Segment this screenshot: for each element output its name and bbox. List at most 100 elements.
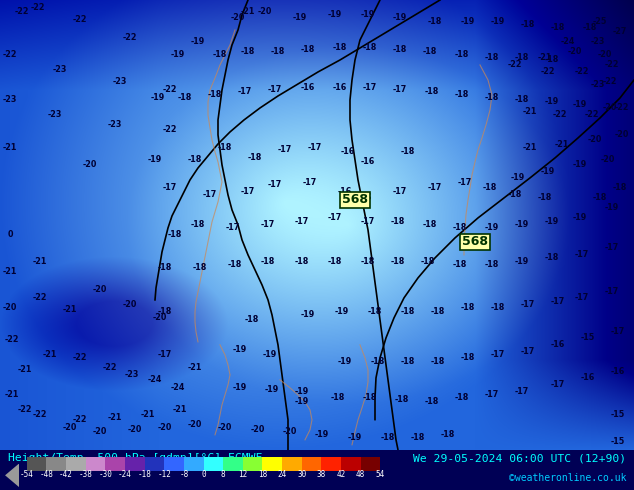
Text: -18: -18 (508, 191, 522, 199)
Text: -17: -17 (393, 85, 407, 95)
Text: ©weatheronline.co.uk: ©weatheronline.co.uk (509, 473, 626, 483)
Text: -18: -18 (271, 48, 285, 56)
Text: -54: -54 (20, 470, 34, 479)
Text: -19: -19 (301, 310, 315, 319)
Text: -16: -16 (358, 194, 372, 202)
Text: -18: -18 (491, 303, 505, 313)
Text: -18: -18 (425, 397, 439, 406)
Text: -8: -8 (179, 470, 188, 479)
Text: -24: -24 (561, 37, 575, 47)
Text: 12: 12 (238, 470, 247, 479)
Text: -18: -18 (401, 307, 415, 317)
Text: -24: -24 (148, 375, 162, 384)
Text: -19: -19 (295, 387, 309, 396)
Text: -20: -20 (251, 425, 265, 434)
Text: -18: -18 (368, 307, 382, 317)
Text: -16: -16 (611, 368, 625, 376)
Text: -21: -21 (523, 107, 537, 117)
Text: -22: -22 (553, 110, 567, 120)
Text: -20: -20 (615, 130, 629, 140)
Text: -18: -18 (428, 18, 442, 26)
Text: -19: -19 (491, 18, 505, 26)
Text: -21: -21 (63, 305, 77, 315)
Text: 18: 18 (258, 470, 267, 479)
Text: -19: -19 (573, 214, 587, 222)
Text: -21: -21 (141, 410, 155, 419)
Text: -19: -19 (315, 430, 329, 440)
Text: -22: -22 (603, 77, 618, 86)
Text: -18: -18 (485, 94, 499, 102)
Text: -17: -17 (521, 300, 535, 309)
Text: -23: -23 (113, 77, 127, 86)
Text: -17: -17 (278, 146, 292, 154)
Text: -19: -19 (263, 350, 277, 359)
Text: -17: -17 (226, 223, 240, 232)
Bar (164, 457, 184, 471)
Text: 0: 0 (7, 230, 13, 240)
Text: -19: -19 (361, 10, 375, 20)
Text: -22: -22 (3, 50, 17, 59)
Text: -17: -17 (485, 391, 499, 399)
Text: -17: -17 (295, 218, 309, 226)
Text: -18: -18 (515, 53, 529, 63)
Bar (282, 457, 302, 471)
Text: -20: -20 (601, 155, 615, 165)
Text: -21: -21 (3, 144, 17, 152)
Text: -16: -16 (301, 83, 315, 93)
Text: -17: -17 (491, 350, 505, 359)
Text: -20: -20 (93, 285, 107, 294)
Text: -23: -23 (125, 370, 139, 379)
Text: -17: -17 (158, 350, 172, 359)
Text: -22: -22 (73, 416, 87, 424)
Text: -22: -22 (18, 405, 32, 415)
Text: -17: -17 (361, 218, 375, 226)
Text: 568: 568 (342, 194, 368, 206)
Text: -18: -18 (333, 44, 347, 52)
Text: -17: -17 (551, 380, 565, 390)
Bar (302, 457, 321, 471)
Text: -21: -21 (108, 414, 122, 422)
Text: -18: -18 (545, 253, 559, 263)
Text: -22: -22 (575, 68, 589, 76)
Text: -18: -18 (423, 48, 437, 56)
Text: -20: -20 (588, 135, 602, 145)
Text: -18: -18 (261, 257, 275, 267)
Text: -18: -18 (168, 230, 182, 240)
Text: -12: -12 (157, 470, 171, 479)
Text: -18: -18 (485, 53, 499, 63)
Bar (223, 457, 243, 471)
Bar (66, 457, 86, 471)
Text: -19: -19 (265, 385, 279, 394)
Text: -18: -18 (441, 430, 455, 440)
Text: -18: -18 (188, 155, 202, 165)
Text: -18: -18 (455, 91, 469, 99)
Text: -18: -18 (363, 44, 377, 52)
Text: -19: -19 (233, 383, 247, 392)
Text: -22: -22 (163, 125, 178, 134)
Text: -18: -18 (455, 50, 469, 59)
Text: -18: -18 (515, 96, 529, 104)
Text: -19: -19 (171, 50, 185, 59)
Text: -19: -19 (545, 218, 559, 226)
Text: -18: -18 (421, 257, 435, 267)
Text: 0: 0 (201, 470, 206, 479)
Text: -18: -18 (485, 260, 499, 270)
Text: -22: -22 (585, 110, 599, 120)
Text: -19: -19 (515, 220, 529, 229)
Text: -20: -20 (231, 14, 245, 23)
Text: -18: -18 (381, 433, 395, 442)
Text: -20: -20 (3, 303, 17, 313)
Text: -24: -24 (171, 383, 185, 392)
Text: -18: -18 (545, 55, 559, 65)
Text: -30: -30 (98, 470, 112, 479)
Text: -23: -23 (3, 96, 17, 104)
Text: -18: -18 (431, 357, 445, 367)
Text: -18: -18 (245, 316, 259, 324)
Text: -19: -19 (335, 307, 349, 317)
Text: -48: -48 (39, 470, 53, 479)
Text: -17: -17 (428, 183, 442, 193)
Bar (86, 457, 105, 471)
Text: -20: -20 (568, 48, 582, 56)
Text: -18: -18 (538, 194, 552, 202)
Text: 48: 48 (356, 470, 365, 479)
